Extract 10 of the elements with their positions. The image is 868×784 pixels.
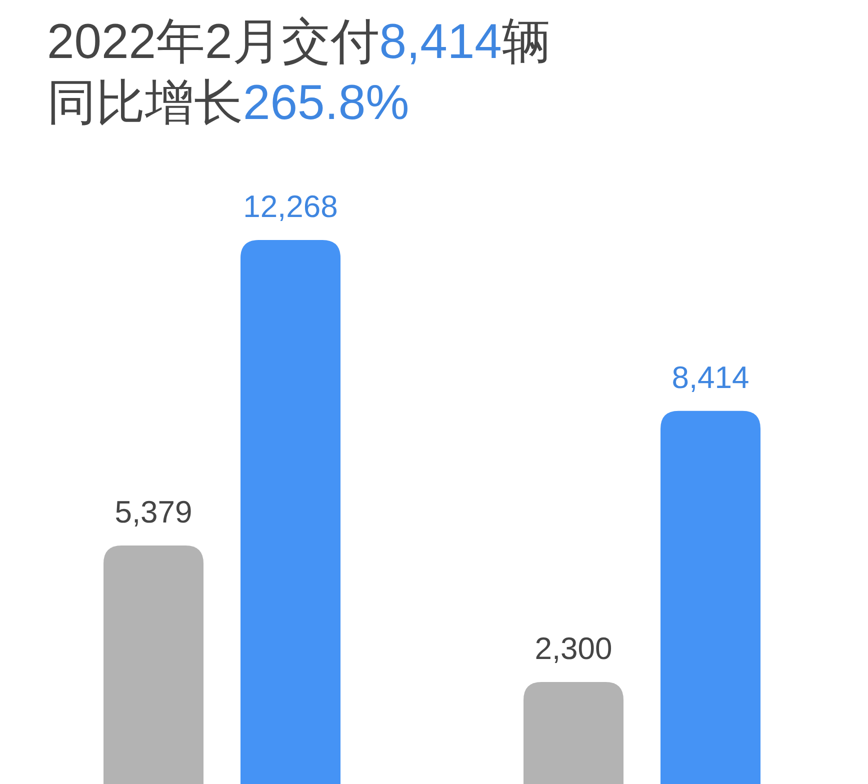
bar: [660, 410, 760, 784]
data-label: 5,379: [114, 494, 192, 530]
data-label: 8,414: [672, 360, 750, 395]
data-label: 2,300: [534, 631, 612, 666]
data-label: 12,268: [243, 189, 338, 224]
bar: [524, 682, 624, 784]
bar: [104, 545, 204, 784]
bar: [240, 240, 340, 784]
chart-subtitle: 同比增长265.8%: [47, 76, 410, 130]
chart-title: 2022年2月交付8,414辆: [47, 15, 551, 69]
